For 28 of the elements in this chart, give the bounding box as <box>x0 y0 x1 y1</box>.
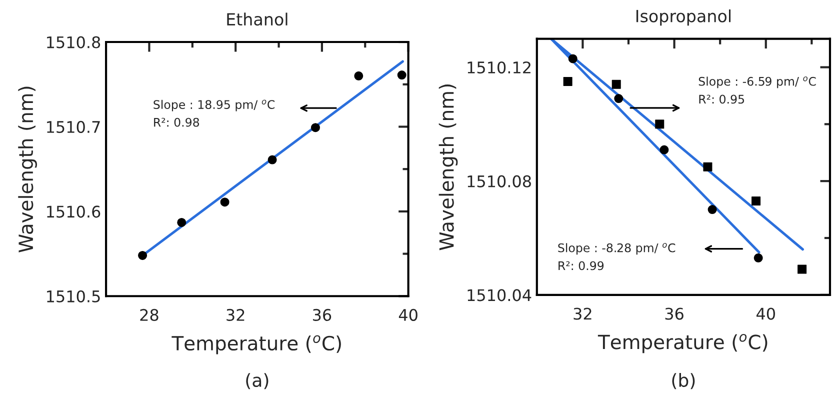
text: (b) <box>672 373 695 390</box>
x-tick-label: 40 <box>398 308 418 321</box>
x-axis-title: Temperature ($^{o}$C) <box>598 334 768 354</box>
y-tick-label: 1510.6 <box>47 206 100 218</box>
annotation: Slope : 18.95 pm/ $^{o}$C <box>154 100 274 112</box>
x-tick-label: 40 <box>756 308 775 320</box>
y-tick-label: 1510.08 <box>468 175 531 188</box>
x-tick-label: 28 <box>140 308 158 321</box>
y-tick-label: 1510.12 <box>468 61 530 74</box>
y-tick-label: 1510.8 <box>47 36 100 48</box>
x-tick-label: 32 <box>226 308 244 321</box>
annotation: Slope : -8.28 pm/ $^{o}$C <box>558 242 676 255</box>
x-tick-label: 36 <box>665 308 684 320</box>
chart-title: Ethanol <box>227 12 288 26</box>
y-axis-title: Wavelength (nm) <box>18 86 37 252</box>
annotation: R²: 0.99 <box>558 261 604 270</box>
x-tick-label: 32 <box>574 308 592 320</box>
annotation: Slope : -6.59 pm/ $^{o}$C <box>698 76 816 88</box>
y-axis-title: Wavelength (nm) <box>438 84 458 250</box>
annotation: R²: 0.95 <box>699 94 744 104</box>
y-tick-label: 1510.7 <box>47 120 100 134</box>
x-tick-label: 36 <box>313 308 332 321</box>
chart-title: Isopropanol <box>636 9 730 26</box>
x-axis-title: Temperature ($^{o}$C) <box>172 335 341 354</box>
annotation: R²: 0.98 <box>154 118 200 127</box>
text: (a) <box>246 373 268 390</box>
y-tick-label: 1510.5 <box>47 290 100 302</box>
y-tick-label: 1510.04 <box>468 289 532 302</box>
